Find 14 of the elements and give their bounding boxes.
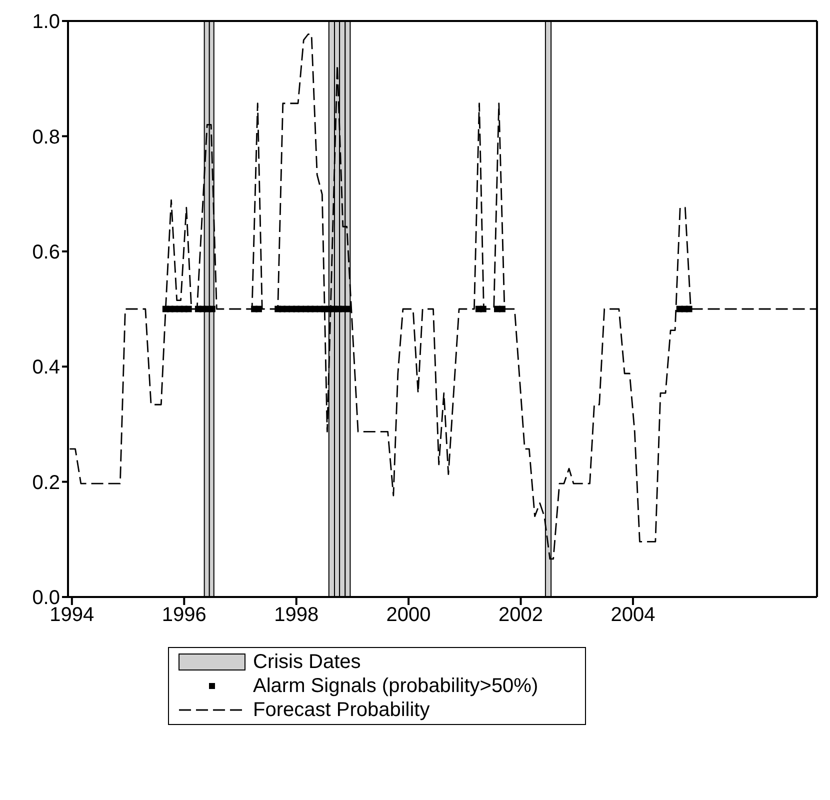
y-tick-label: 0.4 (32, 356, 60, 379)
x-tick-label: 2004 (610, 604, 656, 626)
y-tick-label: 0.2 (32, 472, 60, 494)
x-tick-label: 2002 (498, 604, 544, 626)
x-tick-label: 1998 (274, 604, 319, 626)
legend-label: Crisis Dates (253, 650, 361, 674)
y-tick-label: 1.0 (32, 11, 60, 34)
legend-label: Forecast Probability (253, 698, 430, 722)
y-tick-label: 0.8 (32, 126, 60, 148)
legend-label: Alarm Signals (probability>50%) (253, 674, 538, 698)
x-tick-label: 1996 (162, 604, 206, 626)
x-tick-label: 1994 (50, 604, 94, 626)
x-tick-label: 2000 (386, 604, 431, 626)
y-tick-label: 0.6 (32, 242, 60, 264)
